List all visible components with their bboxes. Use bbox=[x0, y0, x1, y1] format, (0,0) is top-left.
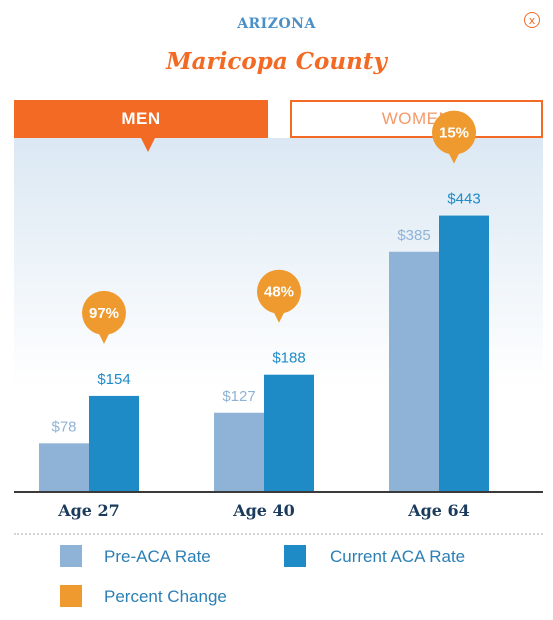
percent-change-bubble bbox=[82, 290, 126, 335]
data-label-current-aca: $188 bbox=[272, 350, 305, 367]
bar-pre-aca bbox=[214, 412, 264, 492]
percent-change-bubble bbox=[257, 269, 301, 314]
bar-current-aca bbox=[264, 374, 314, 492]
active-tab-pointer bbox=[141, 138, 155, 152]
tab-women[interactable]: WOMEN bbox=[290, 100, 543, 138]
percent-change-bubble-tail bbox=[448, 151, 460, 164]
category-label: Age 40 bbox=[232, 501, 295, 520]
legend-label-percent-change: Percent Change bbox=[104, 587, 227, 606]
data-label-current-aca: $154 bbox=[97, 371, 130, 388]
county-title: Maricopa County bbox=[166, 48, 387, 75]
percent-change-bubble-tail bbox=[273, 310, 285, 323]
legend-swatch-pre-aca bbox=[60, 545, 82, 567]
legend-label-pre-aca: Pre-ACA Rate bbox=[104, 547, 211, 566]
legend-swatch-percent-change bbox=[60, 585, 82, 607]
legend-divider bbox=[14, 533, 543, 535]
state-name: ARIZONA bbox=[237, 16, 316, 32]
data-label-pre-aca: $385 bbox=[397, 227, 430, 244]
close-icon[interactable]: x bbox=[524, 12, 540, 28]
data-label-pre-aca: $127 bbox=[222, 388, 255, 405]
percent-change-label: 48% bbox=[264, 284, 294, 301]
percent-change-bubble bbox=[432, 110, 476, 155]
tab-men[interactable]: MEN bbox=[14, 100, 268, 138]
bar-current-aca bbox=[439, 215, 489, 492]
bar-pre-aca bbox=[389, 251, 439, 492]
legend-swatch-current-aca bbox=[284, 545, 306, 567]
category-label: Age 64 bbox=[407, 501, 470, 520]
percent-change-label: 15% bbox=[439, 125, 469, 142]
bar-current-aca bbox=[89, 395, 139, 492]
bar-chart: $78 $154 97% Age 27 $127 $188 48% Age 40 $385 $44… bbox=[14, 110, 543, 520]
bar-pre-aca bbox=[39, 443, 89, 492]
legend-label-current-aca: Current ACA Rate bbox=[330, 547, 466, 566]
data-label-current-aca: $443 bbox=[447, 191, 480, 208]
percent-change-label: 97% bbox=[89, 305, 119, 322]
percent-change-bubble-tail bbox=[98, 331, 110, 344]
category-label: Age 27 bbox=[57, 501, 120, 520]
data-label-pre-aca: $78 bbox=[51, 418, 76, 435]
